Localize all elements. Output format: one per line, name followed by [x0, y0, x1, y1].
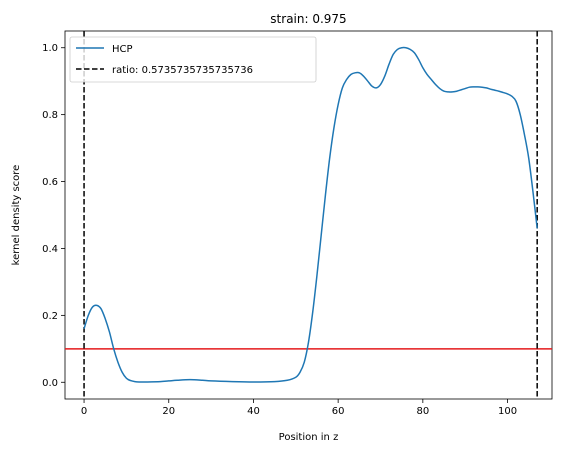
y-axis-label: kernel density score — [11, 165, 22, 266]
y-tick-label: 0.2 — [42, 311, 58, 322]
plot-area — [64, 30, 553, 400]
x-axis-label: Position in z — [279, 432, 339, 443]
series-line-hcp — [83, 46, 538, 383]
legend-label-hcp: HCP — [112, 44, 133, 55]
x-axis: 0 20 40 60 80 100 — [81, 399, 517, 417]
y-tick-label: 0.0 — [42, 378, 58, 389]
y-axis: 0.0 0.2 0.4 0.6 0.8 1.0 — [42, 43, 65, 389]
y-tick-label: 0.8 — [42, 110, 58, 121]
x-tick-label: 100 — [498, 406, 517, 417]
legend-label-ratio: ratio: 0.5735735735735736 — [112, 65, 253, 76]
legend: HCP ratio: 0.5735735735735736 — [69, 36, 317, 83]
x-tick-label: 0 — [81, 406, 87, 417]
chart-title: strain: 0.975 — [270, 12, 346, 26]
x-tick-label: 60 — [332, 406, 345, 417]
x-tick-label: 80 — [416, 406, 429, 417]
x-tick-label: 20 — [162, 406, 175, 417]
chart-marks — [65, 31, 552, 399]
y-tick-label: 0.4 — [42, 244, 58, 255]
x-tick-label: 40 — [247, 406, 260, 417]
y-tick-label: 1.0 — [42, 43, 58, 54]
y-tick-label: 0.6 — [42, 177, 58, 188]
legend-box — [69, 36, 317, 83]
